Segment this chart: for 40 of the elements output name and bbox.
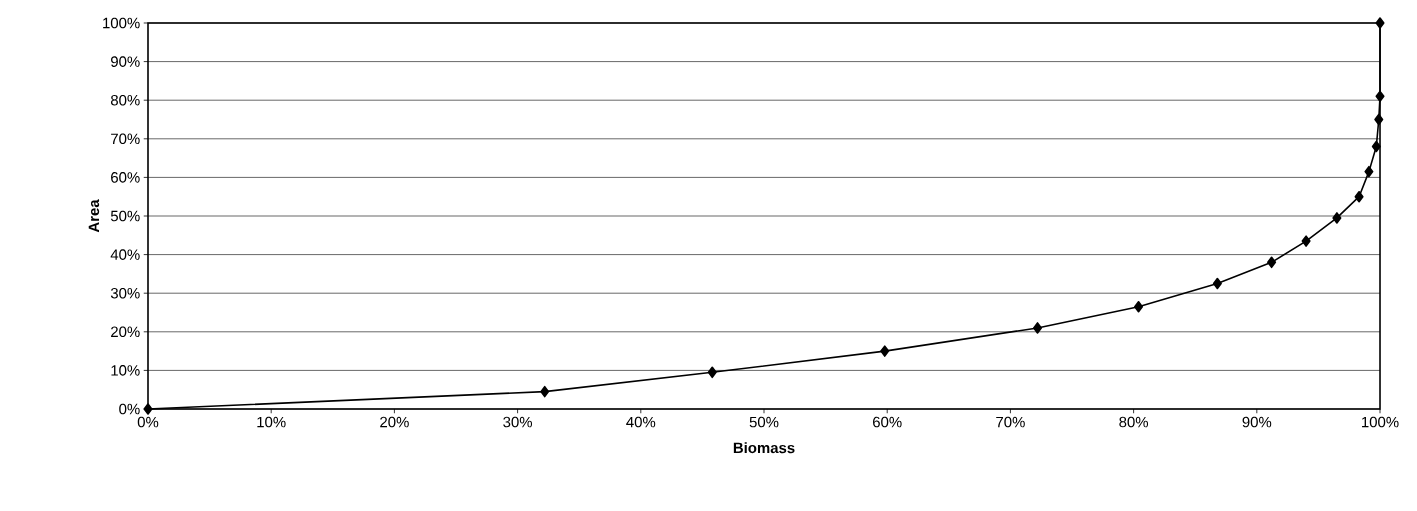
x-tick-label: 30% — [503, 416, 533, 428]
x-tick-label: 90% — [1242, 416, 1272, 428]
point — [707, 366, 717, 379]
y-tick-label: 80% — [110, 94, 140, 106]
y-axis-title: Area — [88, 199, 100, 233]
point — [540, 385, 550, 398]
x-tick-label: 40% — [626, 416, 656, 428]
point — [1267, 256, 1277, 269]
y-tick-label: 40% — [110, 249, 140, 260]
point — [1364, 165, 1374, 178]
point — [1375, 90, 1385, 103]
point — [1032, 322, 1043, 334]
point — [1301, 235, 1311, 247]
x-tick-label: 50% — [749, 416, 779, 428]
y-tick-label: 0% — [119, 403, 140, 415]
x-tick-label: 70% — [996, 416, 1025, 428]
point — [1354, 190, 1364, 203]
point — [1134, 300, 1144, 313]
x-tick-label: 100% — [1362, 416, 1399, 428]
x-tick-label: 20% — [380, 416, 409, 428]
point — [1374, 113, 1384, 126]
y-tick-label: 60% — [111, 172, 140, 183]
x-axis-title: Biomass — [733, 442, 795, 454]
point — [1212, 277, 1222, 290]
point — [880, 345, 890, 357]
y-tick-label: 90% — [111, 56, 140, 67]
point — [1332, 212, 1342, 224]
x-tick-label: 60% — [873, 416, 902, 428]
x-tick-label: 10% — [257, 416, 286, 428]
point — [1371, 140, 1381, 153]
point — [1375, 17, 1385, 29]
point — [143, 403, 153, 415]
y-tick-label: 30% — [110, 287, 140, 299]
y-tick-label: 10% — [111, 365, 140, 376]
x-tick-label: 0% — [137, 416, 159, 428]
x-tick-label: 80% — [1119, 416, 1149, 428]
y-tick-label: 70% — [111, 133, 140, 145]
y-tick-label: 20% — [111, 326, 140, 338]
y-tick-label: 50% — [110, 210, 140, 222]
y-tick-label: 100% — [103, 17, 140, 29]
